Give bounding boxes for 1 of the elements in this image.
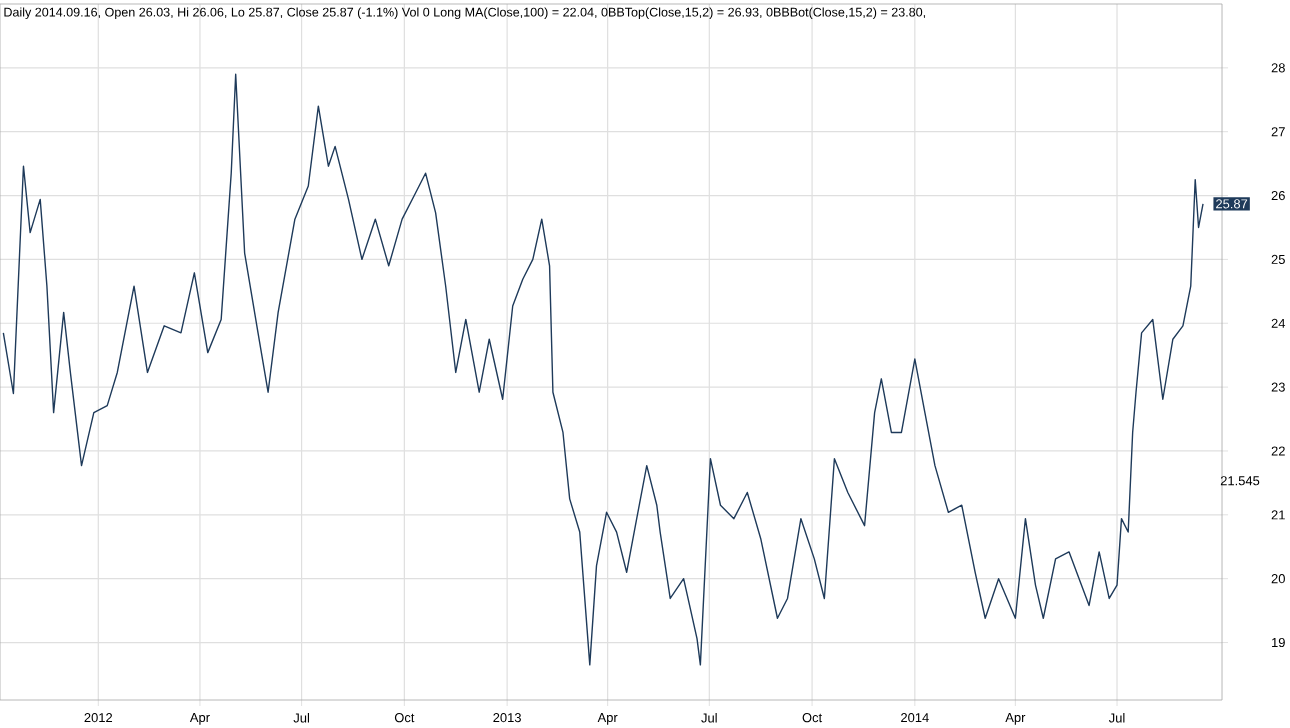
line-series	[2, 73, 1204, 666]
